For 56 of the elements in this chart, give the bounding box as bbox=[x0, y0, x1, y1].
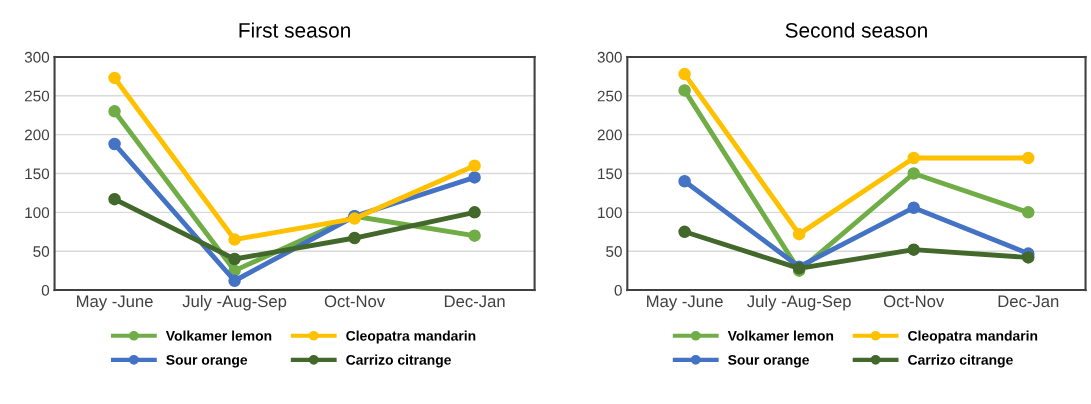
legend-label: Cleopatra mandarin bbox=[346, 330, 476, 344]
point bbox=[792, 227, 806, 241]
chart-title: First season bbox=[239, 22, 350, 38]
y-tick-label: 100 bbox=[25, 207, 50, 219]
legend-label: Volkamer lemon bbox=[727, 330, 834, 341]
y-tick-label: 250 bbox=[24, 90, 50, 102]
point bbox=[678, 84, 691, 97]
x-tick-label: Oct-Nov bbox=[883, 295, 945, 308]
x-tick-label: Dec-Jan bbox=[998, 295, 1059, 308]
y-tick-label: 0 bbox=[41, 284, 50, 296]
point bbox=[228, 233, 241, 246]
point bbox=[108, 105, 121, 118]
legend-label: Carrizo citrange bbox=[346, 354, 451, 368]
point bbox=[907, 243, 920, 256]
point bbox=[108, 71, 121, 85]
y-tick-label: 100 bbox=[598, 207, 622, 219]
y-tick-label: 150 bbox=[598, 168, 622, 180]
y-tick-label: 200 bbox=[597, 129, 622, 141]
y-tick-label: 50 bbox=[606, 246, 622, 257]
point bbox=[1022, 251, 1035, 264]
point bbox=[348, 231, 361, 245]
point bbox=[678, 67, 691, 81]
chart-title: Second season bbox=[785, 22, 927, 38]
legend-label: Sour orange bbox=[728, 354, 809, 368]
y-tick-label: 200 bbox=[24, 129, 50, 141]
y-tick-label: 50 bbox=[33, 246, 50, 257]
point bbox=[1022, 151, 1035, 165]
y-tick-label: 150 bbox=[25, 168, 50, 180]
point bbox=[468, 206, 481, 219]
point bbox=[468, 159, 481, 172]
x-tick-label: May -June bbox=[77, 295, 153, 311]
point bbox=[108, 192, 121, 206]
point bbox=[678, 175, 691, 188]
y-tick-label: 300 bbox=[597, 51, 622, 63]
legend-label: Cleopatra mandarin bbox=[908, 330, 1038, 344]
x-tick-label: July -Aug-Sep bbox=[747, 294, 851, 311]
x-tick-label: Dec-Jan bbox=[444, 295, 505, 308]
point bbox=[678, 225, 691, 239]
y-tick-label: 250 bbox=[597, 90, 622, 102]
x-tick-label: July -Aug-Sep bbox=[182, 294, 287, 311]
legend-label: Carrizo citrange bbox=[908, 354, 1013, 368]
point bbox=[907, 201, 920, 214]
x-tick-label: Oct-Nov bbox=[324, 295, 386, 308]
point bbox=[228, 252, 241, 266]
point bbox=[907, 167, 920, 180]
y-tick-label: 300 bbox=[24, 51, 50, 63]
point bbox=[108, 137, 121, 151]
point bbox=[1022, 206, 1035, 219]
point bbox=[907, 151, 920, 165]
legend-label: Volkamer lemon bbox=[165, 330, 272, 341]
legend-label: Sour orange bbox=[166, 354, 248, 368]
point bbox=[468, 171, 481, 184]
point bbox=[468, 229, 481, 242]
y-tick-label: 0 bbox=[614, 284, 622, 296]
x-tick-label: May -June bbox=[647, 295, 723, 311]
point bbox=[228, 274, 241, 287]
